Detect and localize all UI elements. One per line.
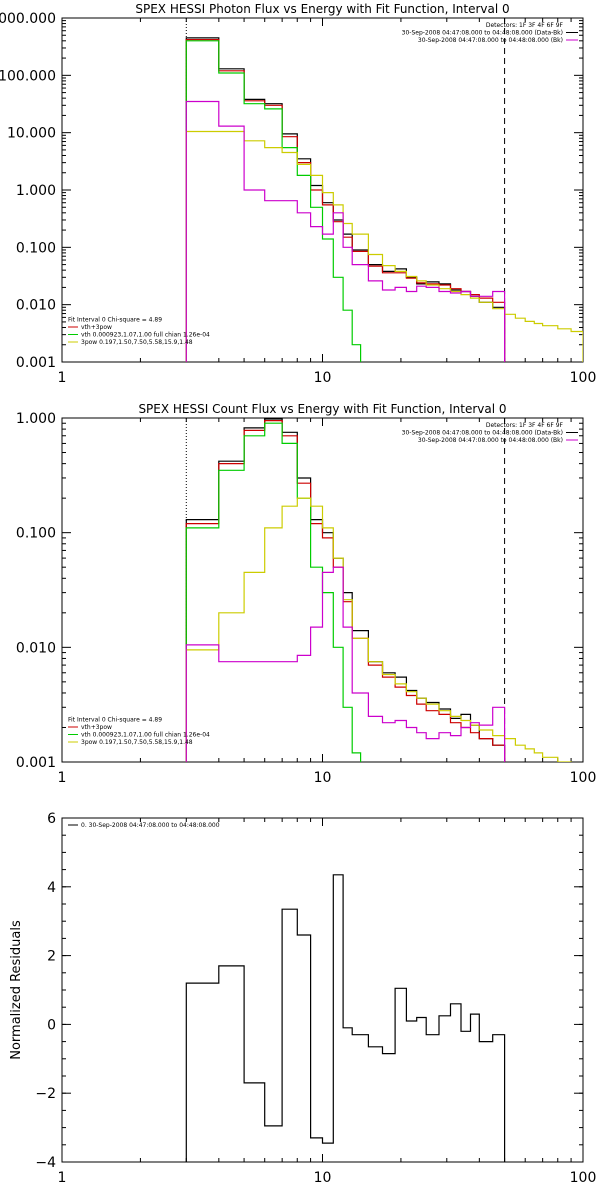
y-tick-label: 0.010 [16,640,56,656]
legend-text: 30-Sep-2008 04:47:08.000 to 04:48:08.000… [402,30,563,37]
x-tick-label: 1 [58,1170,67,1186]
legend-text: 3pow 0.197,1.50,7.50,5.58,15.9,1.48 [81,339,193,346]
legend-text: Fit Interval 0 Chi-square = 4.89 [68,317,162,324]
legend-text: Detectors: 1F 3F 4F 6F 9F [486,422,564,429]
legend-text: Detectors: 1F 3F 4F 6F 9F [486,22,564,29]
panel-2: 1 10 100 6 4 2 0 −2 −4 Normalized Residuals 0. 30-… [9,811,597,1186]
series-line-1 [185,420,506,762]
legend-text: 30-Sep-2008 04:47:08.000 to 04:48:08.000… [402,430,563,437]
y-tick-label: 4 [47,880,56,896]
y-tick-label: 1.000 [16,411,56,427]
y-tick-label: −4 [35,1155,56,1171]
legend-text: 30-Sep-2008 04:47:08.000 to 04:48:08.000… [418,437,563,444]
y-tick-label: 0.001 [16,355,56,371]
series-group [185,37,583,362]
x-tick-label: 100 [570,1170,597,1186]
y-tick-label: 2 [47,949,56,965]
legend-text: vth+3pow [81,324,112,331]
x-tick-label: 100 [570,770,597,786]
x-tick-label: 1 [58,370,67,386]
legend-text: vth 0.000923,1.07,1.00 full chian 1.26e-… [81,732,210,739]
series-line-0 [185,37,506,362]
y-tick-label: 0.100 [16,526,56,542]
series-line-2 [185,40,362,362]
y-tick-label: 0.010 [16,298,56,314]
series-group [185,874,506,1162]
x-tick-label: 10 [314,1170,332,1186]
legend-text: Fit Interval 0 Chi-square = 4.89 [68,717,162,724]
y-tick-label: 10.000 [7,126,56,142]
legend-text: 30-Sep-2008 04:47:08.000 to 04:48:08.000… [418,37,563,44]
series-line-0 [185,418,506,762]
series-line-1 [185,39,506,362]
y-tick-label: 0.001 [16,755,56,771]
series-line-4 [185,100,506,362]
y-tick-label: 1.000 [16,183,56,199]
x-tick-label: 10 [314,770,332,786]
x-tick-label: 10 [314,370,332,386]
chart-title: SPEX HESSI Count Flux vs Energy with Fit… [138,402,506,416]
y-axis-label: Normalized Residuals [9,920,24,1060]
series-group [185,418,572,762]
legend-text: vth 0.000923,1.07,1.00 full chian 1.26e-… [81,332,210,339]
series-line-3 [185,130,583,362]
legend-text: 0. 30-Sep-2008 04:47:08.000 to 04:48:08.… [81,822,220,829]
y-tick-label: 000.000 [0,11,56,27]
series-line-3 [185,497,572,762]
panel-0: SPEX HESSI Photon Flux vs Energy with Fi… [0,2,596,386]
chart-title: SPEX HESSI Photon Flux vs Energy with Fi… [135,2,509,16]
series-line-4 [185,566,506,762]
y-tick-label: −2 [35,1086,56,1102]
y-tick-label: 100.000 [0,68,56,84]
x-tick-label: 100 [570,370,597,386]
x-tick-label: 1 [58,770,67,786]
y-tick-label: 6 [47,811,56,827]
y-tick-label: 0.100 [16,240,56,256]
series-line-0 [185,874,506,1162]
series-line-2 [185,422,362,762]
legend-text: 3pow 0.197,1.50,7.50,5.58,15.9,1.48 [81,739,193,746]
panel-1: SPEX HESSI Count Flux vs Energy with Fit… [16,402,597,786]
legend-text: vth+3pow [81,724,112,731]
y-tick-label: 0 [47,1017,56,1033]
